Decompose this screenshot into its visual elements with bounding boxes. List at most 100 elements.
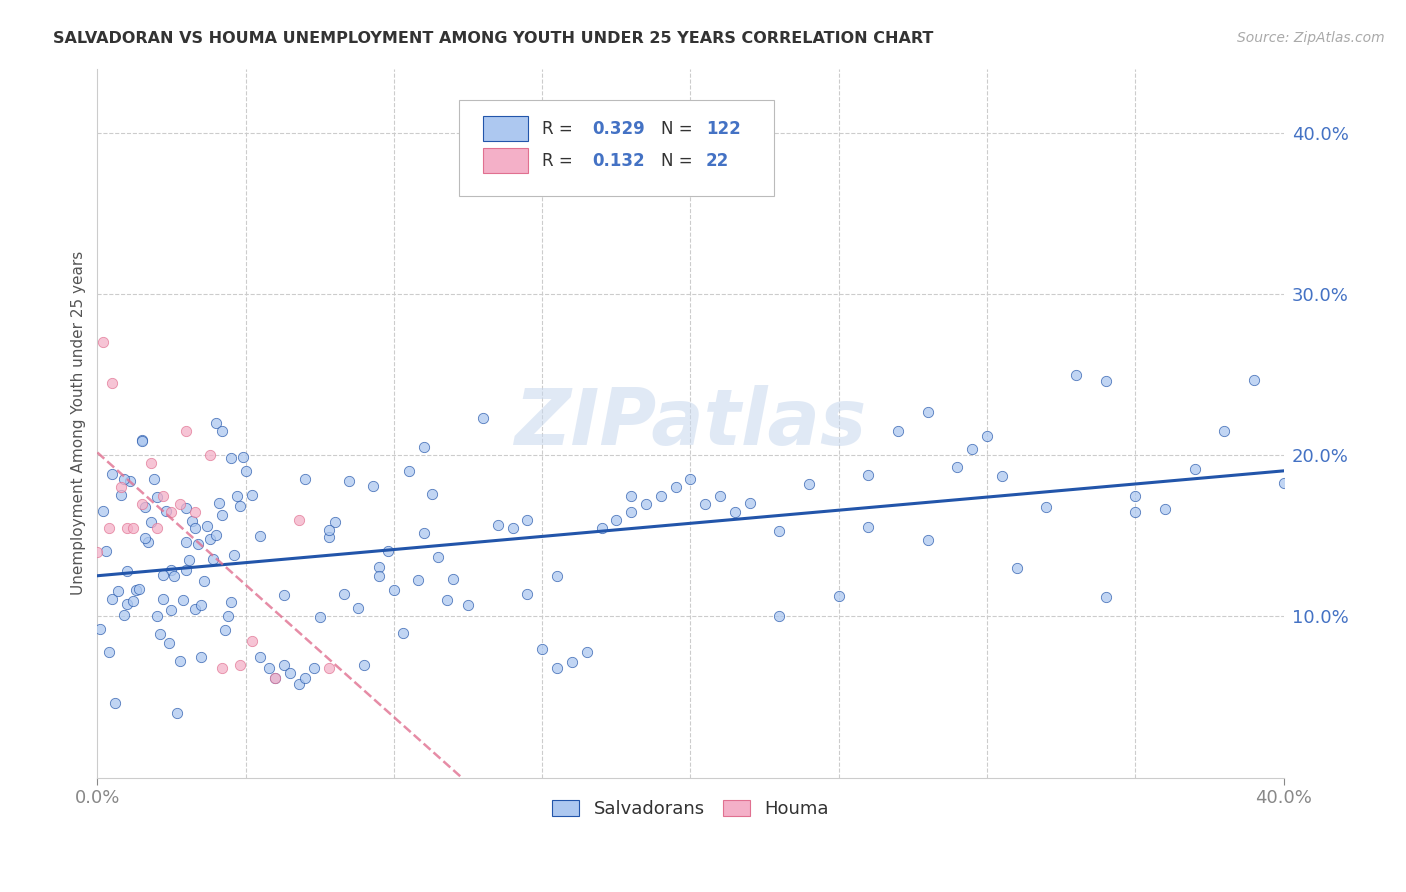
Point [211, 425, 233, 439]
Point [278, 665, 301, 680]
Point [184, 521, 207, 535]
Point [377, 543, 399, 558]
Point [332, 587, 354, 601]
Point [149, 626, 172, 640]
Point [142, 472, 165, 486]
Point [273, 657, 295, 672]
Point [134, 500, 156, 515]
Text: SALVADORAN VS HOUMA UNEMPLOYMENT AMONG YOUTH UNDER 25 YEARS CORRELATION CHART: SALVADORAN VS HOUMA UNEMPLOYMENT AMONG Y… [53, 31, 934, 46]
Point [208, 495, 231, 509]
Point [422, 487, 444, 501]
Point [101, 467, 124, 481]
Point [152, 591, 174, 606]
Point [205, 416, 228, 430]
Point [1064, 368, 1087, 383]
Point [195, 519, 218, 533]
Point [575, 645, 598, 659]
Point [179, 553, 201, 567]
Point [160, 563, 183, 577]
Point [169, 654, 191, 668]
Point [131, 434, 153, 448]
Point [152, 489, 174, 503]
Point [361, 479, 384, 493]
Point [946, 460, 969, 475]
Point [112, 472, 135, 486]
Point [139, 515, 162, 529]
Point [98, 521, 121, 535]
Point [318, 530, 340, 544]
Point [858, 467, 880, 482]
Text: ZIPatlas: ZIPatlas [515, 385, 866, 461]
Point [91, 335, 114, 350]
Point [620, 505, 643, 519]
Point [115, 521, 138, 535]
FancyBboxPatch shape [482, 116, 529, 141]
Point [768, 608, 790, 623]
Point [273, 588, 295, 602]
Point [323, 515, 346, 529]
Point [217, 608, 239, 623]
Point [531, 641, 554, 656]
FancyBboxPatch shape [460, 101, 773, 196]
Point [591, 521, 613, 535]
Point [115, 564, 138, 578]
Point [131, 433, 153, 447]
Point [391, 626, 413, 640]
Point [259, 661, 281, 675]
Point [198, 448, 221, 462]
Point [176, 563, 198, 577]
Point [339, 475, 361, 489]
Point [249, 528, 271, 542]
Point [1243, 373, 1265, 387]
Point [104, 697, 127, 711]
Point [412, 526, 434, 541]
Point [136, 535, 159, 549]
Point [353, 658, 375, 673]
Legend: Salvadorans, Houma: Salvadorans, Houma [546, 793, 837, 825]
Point [166, 706, 188, 720]
Point [1154, 502, 1177, 516]
Point [110, 481, 132, 495]
Point [264, 671, 287, 685]
Point [115, 597, 138, 611]
Point [960, 442, 983, 456]
Point [441, 573, 464, 587]
Point [145, 490, 167, 504]
Point [228, 657, 250, 672]
Point [190, 649, 212, 664]
Point [724, 505, 747, 519]
Point [125, 582, 148, 597]
Point [91, 504, 114, 518]
Point [205, 528, 228, 542]
Point [738, 496, 761, 510]
Point [709, 489, 731, 503]
Point [128, 582, 150, 596]
Point [131, 497, 153, 511]
Point [155, 504, 177, 518]
Point [347, 601, 370, 615]
Point [232, 450, 254, 464]
Text: 0.132: 0.132 [592, 152, 644, 169]
Point [1123, 505, 1146, 519]
Point [181, 514, 204, 528]
Point [620, 489, 643, 503]
Point [516, 587, 538, 601]
Point [211, 661, 233, 675]
Point [412, 440, 434, 454]
Point [1123, 489, 1146, 503]
Point [991, 469, 1014, 483]
Text: R =: R = [543, 120, 578, 137]
Point [152, 567, 174, 582]
Point [768, 524, 790, 538]
Point [240, 488, 263, 502]
Point [546, 569, 568, 583]
Point [917, 533, 939, 547]
Point [1094, 591, 1116, 605]
Point [294, 671, 316, 685]
Point [139, 456, 162, 470]
Point [288, 677, 311, 691]
Point [222, 548, 245, 562]
Point [219, 451, 242, 466]
Point [160, 505, 183, 519]
Point [101, 376, 124, 390]
